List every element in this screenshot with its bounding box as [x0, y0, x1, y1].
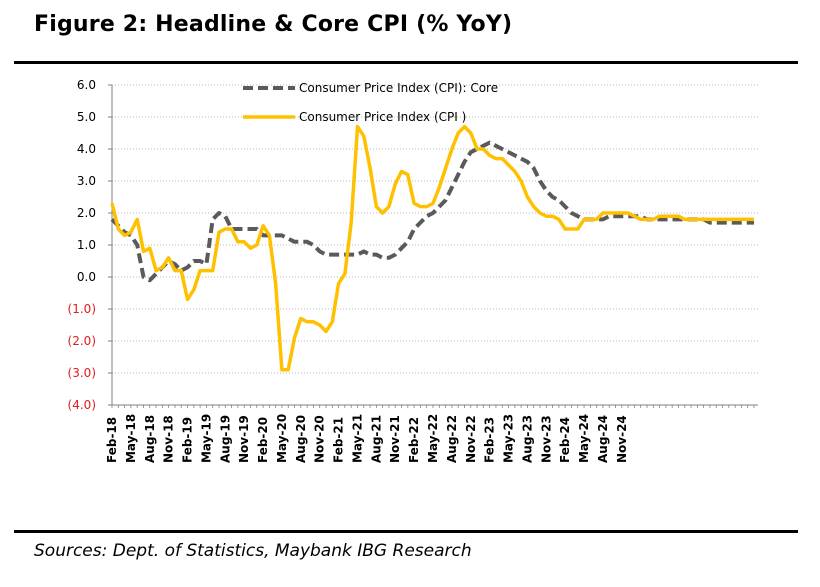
x-tick-label: Nov-23 [539, 415, 553, 463]
x-tick-label: Feb-21 [332, 417, 346, 463]
y-tick-label: 6.0 [77, 78, 96, 92]
legend: Consumer Price Index (CPI): Core Consumer… [243, 81, 498, 124]
x-tick-label: Nov-21 [388, 415, 402, 463]
bottom-rule [14, 530, 798, 533]
y-tick-label: (1.0) [68, 302, 96, 316]
x-tick-label: Feb-20 [256, 417, 270, 463]
x-tick-label: Nov-24 [615, 415, 629, 463]
x-tick-label: Aug-24 [596, 415, 610, 463]
y-tick-label: (4.0) [68, 398, 96, 412]
x-tick-label: Aug-21 [369, 415, 383, 463]
x-tick-label: Feb-18 [105, 417, 119, 463]
x-tick-label: Aug-18 [143, 415, 157, 463]
series-layer [110, 124, 754, 372]
x-tick-label: Nov-20 [313, 415, 327, 463]
sources-note: Sources: Dept. of Statistics, Maybank IB… [34, 541, 472, 561]
x-tick-label: May-21 [350, 414, 364, 463]
x-tick-label: Aug-19 [218, 415, 232, 463]
x-tick-label: May-24 [577, 414, 591, 463]
x-tick-label: Aug-22 [445, 415, 459, 463]
y-tick-label: 3.0 [77, 174, 96, 188]
x-tick-label: May-23 [502, 414, 516, 463]
y-tick-label: 2.0 [77, 206, 96, 220]
x-tick-label: Feb-19 [181, 417, 195, 463]
y-tick-label: 4.0 [77, 142, 96, 156]
legend-label: Consumer Price Index (CPI): Core [299, 81, 498, 95]
y-tick-label: 0.0 [77, 270, 96, 284]
y-axis: (4.0) (3.0) (2.0) (1.0) 0.0 1.0 2.0 3.0 4.0 5.0 6.… [68, 78, 113, 412]
x-tick-label: Feb-22 [407, 417, 421, 463]
x-tick-label: Feb-23 [483, 417, 497, 463]
x-tick-label: Nov-18 [162, 415, 176, 463]
x-tick-label: May-22 [426, 414, 440, 463]
y-tick-label: 1.0 [77, 238, 96, 252]
x-tick-label: Aug-23 [520, 415, 534, 463]
y-tick-label: (2.0) [68, 334, 96, 348]
x-axis: Feb-18 May-18 Aug-18 Nov-18 Feb-19 May-19 Aug-… [105, 404, 758, 463]
x-tick-label: May-18 [124, 414, 138, 463]
legend-label: Consumer Price Index (CPI ) [299, 110, 466, 124]
x-tick-label: Feb-24 [558, 417, 572, 463]
x-tick-label: Aug-20 [294, 415, 308, 463]
grid-lines [112, 84, 758, 374]
x-tick-label: Nov-22 [464, 415, 478, 463]
y-tick-label: (3.0) [68, 366, 96, 380]
top-rule [14, 61, 798, 64]
series-line-headline-cpi [110, 124, 754, 372]
y-tick-label: 5.0 [77, 110, 96, 124]
x-tick-label: Nov-19 [237, 415, 251, 463]
x-tick-label: May-19 [199, 414, 213, 463]
figure-title: Figure 2: Headline & Core CPI (% YoY) [34, 12, 513, 37]
x-tick-label: May-20 [275, 414, 289, 463]
